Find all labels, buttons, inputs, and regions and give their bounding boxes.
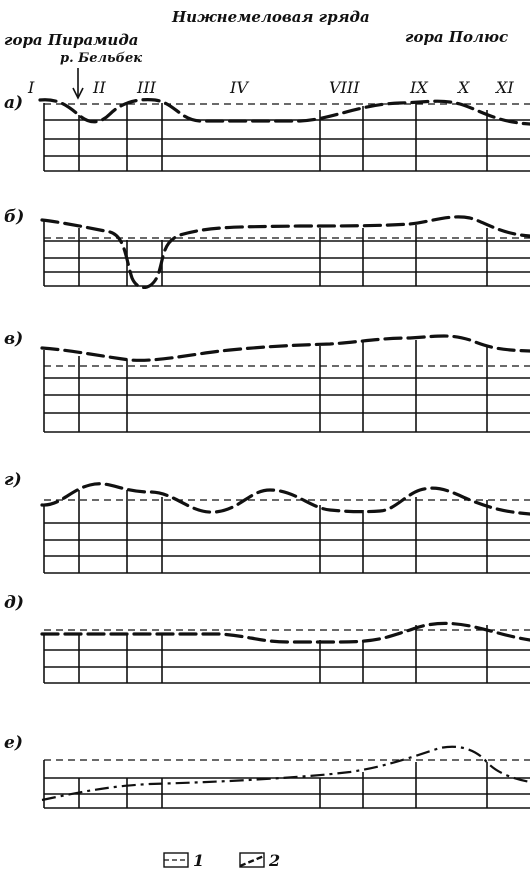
panel-d-level-2: [40, 621, 530, 644]
panel-a-grid: [43, 103, 530, 172]
panel-d-letter: д): [4, 593, 24, 613]
panel-b-level-2: [40, 215, 530, 289]
panel-v-letter: в): [4, 329, 23, 349]
panel-g-grid: [43, 490, 530, 574]
label-river-belbek: р. Бельбек: [60, 51, 142, 66]
river-arrow-icon: [72, 68, 84, 100]
panel-v-grid: [43, 340, 530, 433]
legend: 1 2: [163, 851, 280, 870]
legend-item-1: 1: [163, 851, 204, 870]
panel-e: е): [4, 733, 530, 809]
legend-item-2: 2: [239, 851, 280, 870]
label-nizhnemelovaya-gryada: Нижнемеловая гряда: [171, 8, 370, 26]
panel-g-level-2: [40, 482, 530, 516]
column-label-ix: IX: [409, 78, 428, 97]
column-label-iv: IV: [229, 78, 249, 97]
panel-e-letter: е): [4, 733, 23, 753]
panel-g-letter: г): [4, 470, 22, 490]
panel-e-grid: [43, 760, 530, 809]
panel-d: д): [4, 593, 530, 684]
column-labels: I II III IV VIII IX X XI: [27, 78, 514, 97]
panel-d-grid: [43, 625, 530, 684]
label-gora-piramida: гора Пирамида: [4, 31, 138, 49]
legend-label-1: 1: [193, 851, 204, 870]
panel-e-level-2: [41, 745, 530, 802]
panel-a: а): [4, 93, 530, 172]
panel-b-letter: б): [4, 207, 24, 227]
column-label-xi: XI: [494, 78, 514, 97]
panel-a-letter: а): [4, 93, 23, 113]
panel-b-grid: [43, 220, 530, 287]
label-gora-polyus: гора Полюс: [405, 28, 508, 46]
panel-a-level-2: [38, 98, 530, 126]
column-label-x: X: [456, 78, 470, 97]
panel-b: б): [4, 207, 530, 289]
panel-v: в): [4, 329, 530, 433]
column-label-ii: II: [92, 78, 106, 97]
legend-label-2: 2: [268, 851, 280, 870]
column-label-viii: VIII: [329, 78, 360, 97]
column-label-i: I: [27, 78, 35, 97]
panel-g: г): [4, 470, 530, 574]
panel-v-level-2: [40, 334, 530, 362]
column-label-iii: III: [136, 78, 157, 97]
